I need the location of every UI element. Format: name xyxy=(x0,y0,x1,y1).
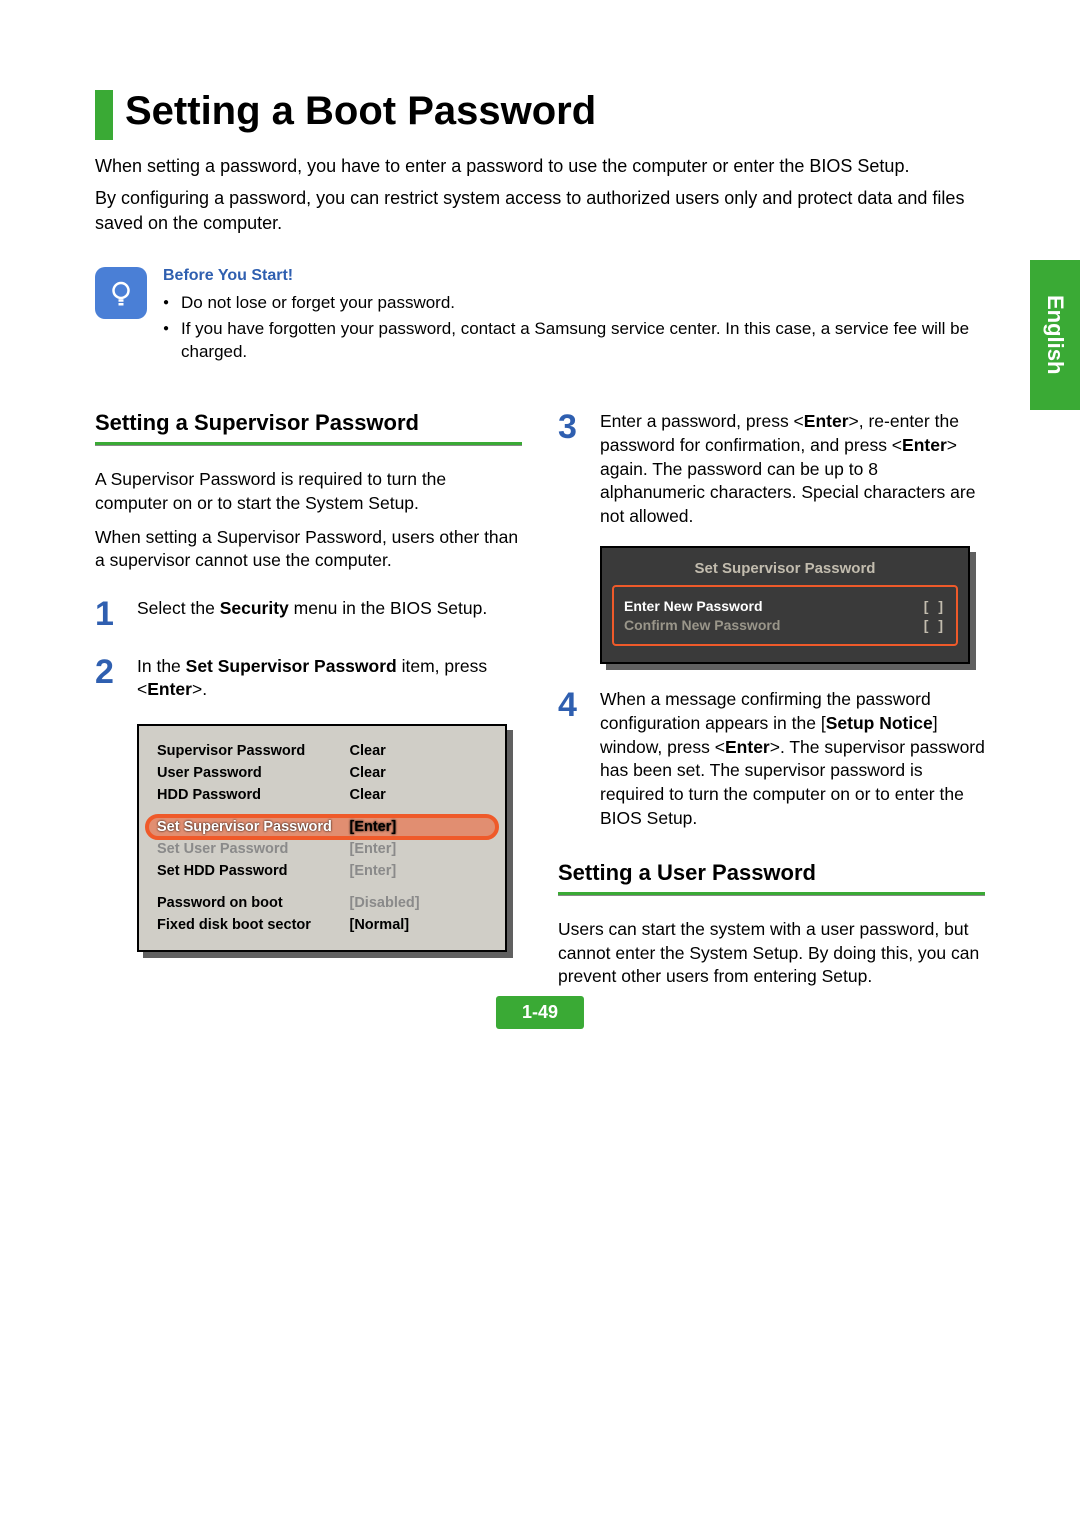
step-number: 4 xyxy=(558,688,588,830)
step-1: 1 Select the Security menu in the BIOS S… xyxy=(95,597,522,631)
step-body: Enter a password, press <Enter>, re-ente… xyxy=(600,410,985,528)
supervisor-p2: When setting a Supervisor Password, user… xyxy=(95,526,522,573)
intro-p1: When setting a password, you have to ent… xyxy=(95,154,985,178)
user-password-p: Users can start the system with a user p… xyxy=(558,918,985,989)
heading-underline xyxy=(95,442,522,446)
left-column: Setting a Supervisor Password A Supervis… xyxy=(95,410,522,999)
step-4: 4 When a message confirming the password… xyxy=(558,688,985,830)
step-body: Select the Security menu in the BIOS Set… xyxy=(137,597,522,631)
step-number: 1 xyxy=(95,597,125,631)
page-number-badge: 1-49 xyxy=(496,996,584,1029)
supervisor-p1: A Supervisor Password is required to tur… xyxy=(95,468,522,515)
title-accent-block xyxy=(95,90,113,140)
dialog-title: Set Supervisor Password xyxy=(612,560,958,577)
section-heading-user: Setting a User Password xyxy=(558,860,985,886)
tip-box: Before You Start! Do not lose or forget … xyxy=(95,267,985,366)
tip-title: Before You Start! xyxy=(163,267,985,285)
step-body: When a message confirming the password c… xyxy=(600,688,985,830)
step-number: 3 xyxy=(558,410,588,528)
intro-p2: By configuring a password, you can restr… xyxy=(95,186,985,235)
lightbulb-icon xyxy=(95,267,147,319)
bios-password-dialog: Set Supervisor Password Enter New Passwo… xyxy=(600,546,970,664)
language-tab: English xyxy=(1030,260,1080,410)
step-3: 3 Enter a password, press <Enter>, re-en… xyxy=(558,410,985,528)
bios-security-screenshot: Supervisor PasswordClear User PasswordCl… xyxy=(137,724,507,952)
right-column: 3 Enter a password, press <Enter>, re-en… xyxy=(558,410,985,999)
step-number: 2 xyxy=(95,655,125,702)
heading-underline xyxy=(558,892,985,896)
tip-bullet: Do not lose or forget your password. xyxy=(163,291,985,315)
tip-bullet: If you have forgotten your password, con… xyxy=(163,317,985,365)
step-body: In the Set Supervisor Password item, pre… xyxy=(137,655,522,702)
intro-block: When setting a password, you have to ent… xyxy=(95,154,985,235)
step-2: 2 In the Set Supervisor Password item, p… xyxy=(95,655,522,702)
section-heading-supervisor: Setting a Supervisor Password xyxy=(95,410,522,436)
page-title: Setting a Boot Password xyxy=(125,90,596,132)
